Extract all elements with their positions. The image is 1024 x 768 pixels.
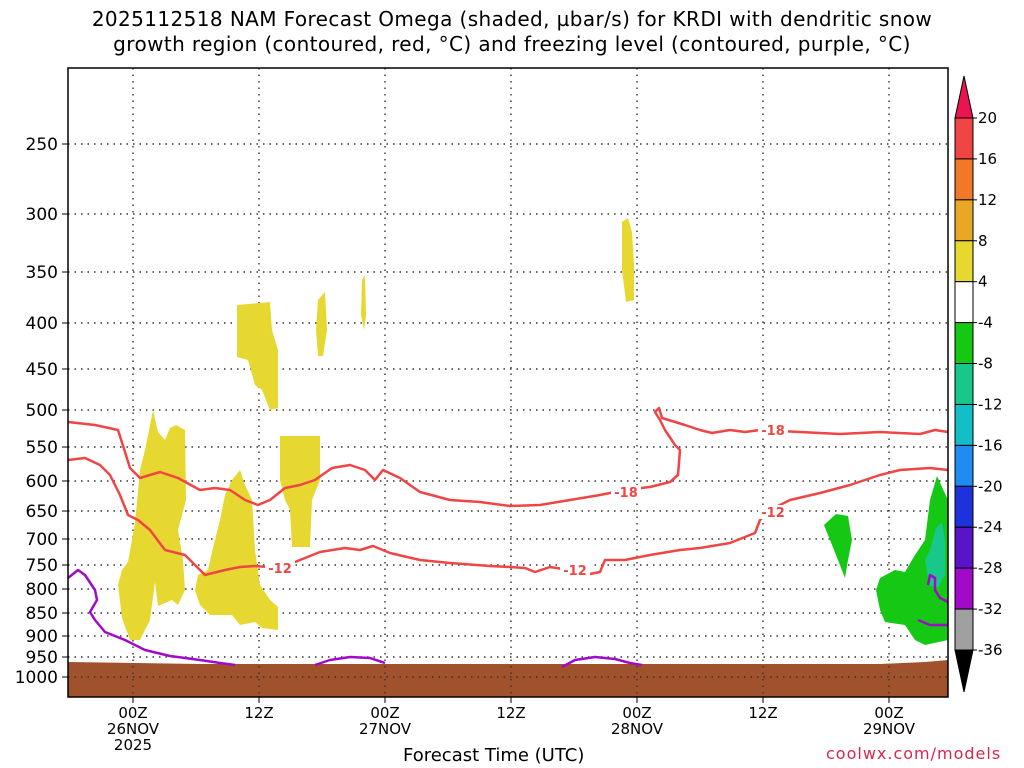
contour-label-minus18-1: -18 (614, 486, 638, 501)
x-tick-label-24-1: 00Z (118, 704, 147, 722)
colorbar-segment-12 (954, 567, 974, 610)
colorbar-label-13: -36 (978, 641, 1003, 659)
y-tick-label-800: 800 (26, 580, 58, 600)
x-tick-label-48-2: 27NOV (359, 720, 412, 738)
colorbar-segment-5 (954, 281, 974, 324)
x-tick-label-24-2: 26NOV (107, 720, 160, 738)
x-tick-label-24-3: 2025 (114, 736, 152, 754)
y-tick-label-500: 500 (26, 401, 58, 421)
plot-area: 250 300 350 400 450 500 550 600 650 700 750 800 850 9… (15, 67, 1003, 754)
colorbar-label-8: -16 (978, 436, 1003, 454)
contour-minus12 (67, 456, 949, 577)
colorbar-label-11: -28 (978, 559, 1003, 577)
contour-label-minus12-1: -12 (268, 562, 292, 577)
omega-region-26nov-18z (280, 436, 320, 547)
x-tick-label-96-2: 29NOV (863, 720, 916, 738)
contour-freezing-5 (917, 618, 948, 627)
contour-label-minus18-1-bg (611, 485, 641, 499)
y-tick-label-950: 950 (26, 648, 58, 668)
y-tick-label-650: 650 (26, 502, 58, 522)
x-tick-label-72-1: 00Z (622, 704, 651, 722)
omega-region-28nov-upper (622, 218, 634, 302)
contour-label-minus12-2-bg (560, 563, 590, 577)
colorbar-segment-6 (954, 322, 974, 365)
colorbar-segment-11 (954, 526, 974, 569)
omega-region-28nov-neg (824, 514, 852, 578)
contour-label-minus12-1-bg (265, 561, 295, 575)
x-tick-label-60-1: 12Z (496, 704, 525, 722)
colorbar-segment-4 (954, 240, 974, 283)
colorbar-label-0: 20 (978, 109, 997, 127)
y-tick-label-1000: 1000 (15, 668, 58, 688)
colorbar-segment-1 (954, 117, 974, 160)
contour-minus18 (67, 406, 949, 508)
colorbar-label-6: -8 (978, 355, 993, 373)
y-tick-label-350: 350 (26, 263, 58, 283)
omega-region-upper-3 (361, 275, 366, 330)
omega-region-upper-2 (316, 292, 327, 356)
x-tick-label-36-1: 12Z (244, 704, 273, 722)
colorbar-label-1: 16 (978, 150, 997, 168)
chart-title-line1: 2025112518 NAM Forecast Omega (shaded, µ… (91, 7, 933, 31)
contour-freezing-2 (314, 655, 386, 667)
credit-link[interactable]: coolwx.com/models (826, 744, 1002, 763)
terrain-fill (68, 664, 948, 697)
colorbar-top-arrow (954, 75, 974, 119)
colorbar-segment-2 (954, 158, 974, 201)
contour-freezing-3 (561, 655, 643, 669)
y-tick-label-550: 550 (26, 438, 58, 458)
colorbar-bottom-arrow (954, 649, 974, 693)
contour-label-minus12-2: -12 (563, 564, 587, 579)
omega-region-26nov-early (118, 410, 186, 640)
y-tick-label-850: 850 (26, 604, 58, 624)
colorbar-label-12: -32 (978, 600, 1003, 618)
contour-label-minus18-2-bg (758, 423, 788, 437)
y-tick-label-400: 400 (26, 314, 58, 334)
x-tick-label-48-1: 00Z (370, 704, 399, 722)
colorbar-segment-7 (954, 363, 974, 405)
omega-region-29nov-neg (876, 476, 948, 645)
y-tick-label-300: 300 (26, 205, 58, 225)
x-tick-label-96-1: 00Z (874, 704, 903, 722)
chart-title-line2: growth region (contoured, red, °C) and f… (113, 32, 911, 56)
colorbar-segment-9 (954, 444, 974, 487)
y-tick-label-700: 700 (26, 530, 58, 550)
colorbar-label-4: 4 (978, 273, 988, 291)
omega-region-29nov-strong-neg (925, 522, 945, 588)
colorbar-label-7: -12 (978, 395, 1003, 413)
colorbar-segment-10 (954, 485, 974, 528)
contour-label-minus18-2: -18 (761, 424, 785, 439)
colorbar-label-5: -4 (978, 314, 993, 332)
y-tick-label-250: 250 (26, 135, 58, 155)
contour-label-minus12-3: -12 (761, 506, 785, 521)
omega-region-26nov-mid (195, 470, 278, 630)
y-tick-label-600: 600 (26, 472, 58, 492)
colorbar-segment-13 (954, 608, 974, 651)
colorbar-label-2: 12 (978, 191, 997, 209)
colorbar-label-3: 8 (978, 232, 988, 250)
colorbar-label-9: -20 (978, 477, 1003, 495)
y-tick-label-750: 750 (26, 556, 58, 576)
omega-region-upper-1 (237, 302, 278, 410)
contour-freezing-4 (926, 573, 949, 604)
y-tick-label-900: 900 (26, 627, 58, 647)
colorbar-label-10: -24 (978, 518, 1003, 536)
contour-freezing-1 (67, 568, 236, 667)
x-tick-label-84-1: 12Z (748, 704, 777, 722)
contour-label-minus12-3-bg (758, 505, 788, 519)
y-tick-label-450: 450 (26, 360, 58, 380)
colorbar-segment-8 (954, 403, 974, 446)
colorbar-segment-3 (954, 199, 974, 242)
x-tick-label-72-2: 28NOV (611, 720, 664, 738)
x-axis-label: Forecast Time (UTC) (403, 745, 585, 766)
plot-frame (67, 67, 949, 698)
